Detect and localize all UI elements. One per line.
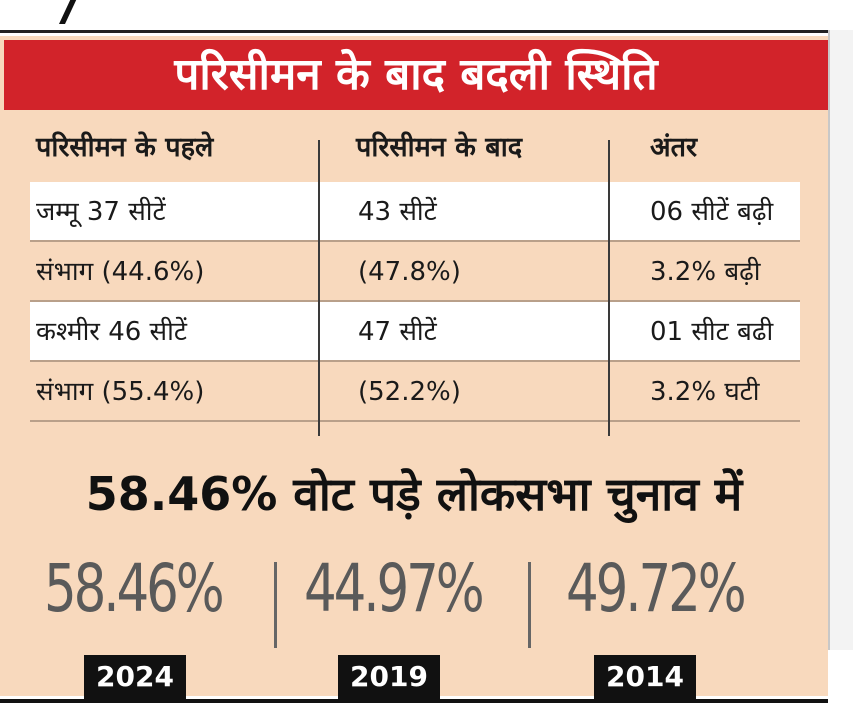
table-cell: 3.2% घटी	[650, 377, 760, 407]
table-cell: संभाग (44.6%)	[36, 257, 205, 287]
table-cell: (47.8%)	[358, 257, 461, 287]
turnout-divider	[528, 562, 531, 648]
infographic-panel	[0, 36, 828, 696]
column-divider	[608, 140, 610, 436]
table-cell: 43 सीटें	[358, 197, 437, 227]
table-row	[30, 362, 800, 422]
turnout-value-2024: 58.46%	[44, 550, 225, 627]
decorative-mark	[33, 0, 79, 24]
table-row	[30, 182, 800, 242]
column-header-before: परिसीमन के पहले	[36, 132, 214, 163]
table-row	[30, 302, 800, 362]
year-badge-2014: 2014	[594, 655, 696, 699]
turnout-headline: 58.46% वोट पड़े लोकसभा चुनाव में	[85, 467, 743, 521]
year-badge-2024: 2024	[84, 655, 186, 699]
right-edge-band	[828, 30, 853, 650]
table-cell: जम्मू 37 सीटें	[36, 197, 166, 227]
bottom-rule	[0, 699, 828, 703]
year-badge-2019: 2019	[338, 655, 440, 699]
column-header-difference: अंतर	[650, 132, 698, 163]
table-cell: कश्मीर 46 सीटें	[36, 317, 187, 347]
table-cell: संभाग (55.4%)	[36, 377, 205, 407]
turnout-value-2019: 44.97%	[304, 550, 485, 627]
table-row	[30, 242, 800, 302]
infographic-title: परिसीमन के बाद बदली स्थिति	[4, 40, 828, 110]
top-strip	[0, 0, 853, 34]
column-divider	[318, 140, 320, 436]
table-cell: 01 सीट बढी	[650, 317, 774, 347]
table-cell: 3.2% बढ़ी	[650, 257, 761, 287]
table-cell: 06 सीटें बढ़ी	[650, 197, 774, 227]
column-header-after: परिसीमन के बाद	[356, 132, 523, 163]
turnout-value-2014: 49.72%	[566, 550, 747, 627]
table-cell: (52.2%)	[358, 377, 461, 407]
turnout-divider	[274, 562, 277, 648]
top-rule	[0, 30, 830, 33]
table-cell: 47 सीटें	[358, 317, 437, 347]
